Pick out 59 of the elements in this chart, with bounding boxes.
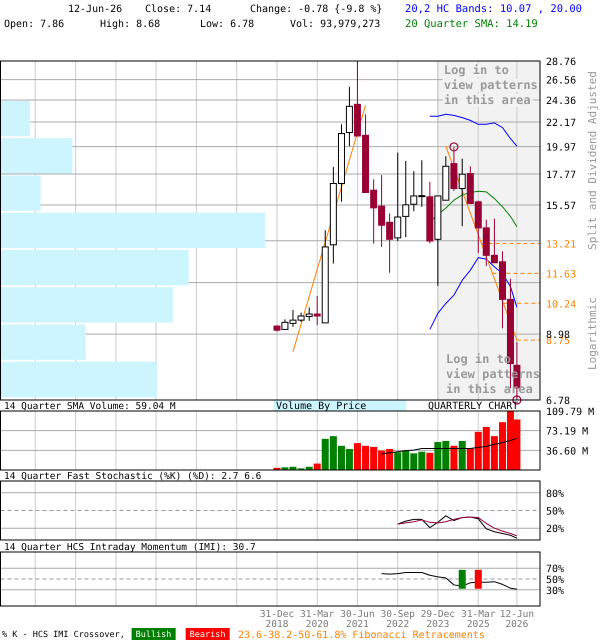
text: 20 Quarter SMA: 14.19 bbox=[405, 18, 538, 30]
line-series bbox=[429, 257, 518, 330]
x-tick-label: 29-Dec 2023 bbox=[420, 609, 456, 630]
y-tick-label: 20% bbox=[546, 524, 564, 536]
ref-line-label: 13.21 bbox=[546, 240, 576, 251]
text: Bearish bbox=[190, 630, 226, 640]
y-tick-label: 26.56 bbox=[546, 76, 576, 87]
bar bbox=[314, 464, 321, 470]
y-tick-label: 50% bbox=[546, 506, 564, 518]
bar bbox=[458, 440, 466, 470]
x-tick-label: 30-Jun 2021 bbox=[340, 609, 375, 630]
band-label: Log in to view patterns in this area bbox=[444, 63, 538, 107]
line-series bbox=[429, 114, 518, 147]
chart-title: 14 Quarter SMA Volume: 59.04 M bbox=[4, 401, 176, 412]
y-tick-label: 30% bbox=[546, 586, 564, 597]
ref-line-label: 8.75 bbox=[546, 336, 570, 348]
x-tick-label: 12-Jun 2026 bbox=[500, 609, 534, 630]
text: Open: 7.86 bbox=[4, 19, 64, 30]
y-tick-label: 28.76 bbox=[546, 57, 576, 68]
annotation: QUARTERLY CHART bbox=[428, 401, 518, 412]
text: Logarithmic bbox=[586, 297, 599, 370]
y-tick-label: 6.78 bbox=[546, 396, 570, 407]
x-tick-label: 31-Dec 2018 bbox=[260, 609, 294, 630]
text: Low: 6.78 bbox=[200, 19, 254, 30]
candlestick bbox=[314, 296, 321, 326]
y-tick-label: 109.79 M bbox=[546, 407, 594, 418]
x-tick-label: 30-Sep 2022 bbox=[380, 609, 416, 630]
x-tick-label: 31-Mar 2020 bbox=[300, 609, 335, 630]
bar bbox=[426, 452, 434, 470]
ref-line-label: 10.24 bbox=[546, 299, 576, 310]
y-tick-label: 80% bbox=[546, 488, 564, 500]
text: Close: 7.14 bbox=[145, 4, 212, 15]
text: High: 8.68 bbox=[100, 19, 160, 30]
y-tick-label: 70% bbox=[546, 564, 564, 576]
x-tick-label: 31-Mar 2025 bbox=[461, 609, 496, 630]
y-tick-label: 17.77 bbox=[546, 170, 576, 181]
annotation: Volume By Price bbox=[276, 401, 366, 412]
chart-title: 14 Quarter Fast Stochastic (%K) (%D): 2.7 6.6 bbox=[4, 471, 262, 482]
y-tick-label: 22.17 bbox=[546, 118, 576, 130]
y-tick-label: 36.60 M bbox=[546, 446, 588, 458]
text: 23.6-38.2-50-61.8% Fibonacci Retracements bbox=[238, 630, 485, 640]
line-series bbox=[381, 438, 518, 454]
text: Bullish bbox=[136, 630, 172, 640]
y-tick-label: 24.36 bbox=[546, 96, 576, 107]
text: Vol: 93,979,273 bbox=[290, 19, 380, 30]
candlestick bbox=[458, 158, 466, 227]
legend-title: % K - HCS IMI Crossover, bbox=[2, 630, 125, 640]
chart-title: 14 Quarter HCS Intraday Momentum (IMI): 30.7 bbox=[4, 542, 256, 553]
ref-line-label: 11.63 bbox=[546, 269, 576, 280]
text: 12-Jun-26 bbox=[68, 4, 122, 15]
y-tick-label: 15.57 bbox=[546, 200, 576, 212]
text: 20,2 HC Bands: 10.07 , 20.00 bbox=[405, 3, 582, 15]
text: Change: -0.78 {-9.8 %} bbox=[250, 4, 382, 15]
y-tick-label: 73.19 M bbox=[546, 426, 588, 438]
line-series bbox=[381, 572, 518, 590]
bar bbox=[450, 446, 458, 470]
y-tick-label: 19.97 bbox=[546, 142, 576, 154]
y-tick-label: 50% bbox=[546, 575, 564, 586]
y-axis-title: Split and Dividend Adjusted bbox=[586, 71, 599, 250]
